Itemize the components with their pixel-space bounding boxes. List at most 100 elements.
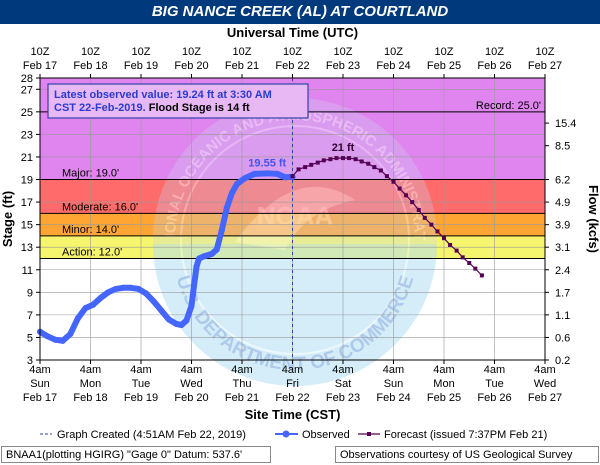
- forecast-point: [321, 158, 326, 163]
- observed-point: [183, 317, 190, 324]
- forecast-point: [404, 193, 409, 198]
- top-tick-label-date: Feb 22: [275, 60, 309, 72]
- bottom-tick-label-day: Fri: [286, 378, 299, 390]
- top-tick-label-time: 10Z: [435, 46, 454, 58]
- bottom-tick-label-date: Feb 20: [174, 392, 208, 404]
- observed-point: [201, 253, 208, 260]
- bottom-tick-label-time: 4am: [534, 364, 555, 376]
- left-tick-label: 3: [27, 355, 33, 367]
- watermark-bird-shape: [235, 186, 355, 250]
- left-tick-label: 25: [21, 107, 33, 119]
- observed-point: [228, 190, 235, 197]
- chart-title: BIG NANCE CREEK (AL) AT COURTLAND: [0, 0, 600, 24]
- observed-point: [188, 302, 195, 309]
- bottom-tick-label-time: 4am: [29, 364, 50, 376]
- right-tick-label: 3.9: [555, 220, 570, 232]
- observed-point: [165, 316, 172, 323]
- top-tick-label-date: Feb 27: [528, 60, 562, 72]
- forecast-point: [454, 248, 459, 253]
- left-tick-label: 21: [21, 152, 33, 164]
- bottom-tick-label-time: 4am: [332, 364, 353, 376]
- bottom-tick-label-date: Feb 21: [225, 392, 259, 404]
- observed-point: [193, 263, 200, 270]
- watermark-logo-text: NOAA: [257, 201, 334, 231]
- right-tick-label: 2.4: [555, 265, 570, 277]
- bottom-tick-label-time: 4am: [282, 364, 303, 376]
- right-tick-label: 0.2: [555, 355, 570, 367]
- bottom-tick-label-day: Wed: [534, 378, 556, 390]
- bottom-tick-label-date: Feb 18: [73, 392, 107, 404]
- top-tick-label-time: 10Z: [132, 46, 151, 58]
- observed-point: [67, 331, 74, 338]
- top-tick-label-time: 10Z: [334, 46, 353, 58]
- legend-forecast-label: Forecast (issued 7:37PM Feb 21): [384, 429, 547, 441]
- right-tick-label: 15.4: [555, 118, 576, 130]
- bottom-tick-label-day: Tue: [485, 378, 504, 390]
- forecast-point: [366, 161, 371, 166]
- top-tick-label-time: 10Z: [485, 46, 504, 58]
- forecast-point: [410, 200, 415, 205]
- observed-point: [82, 305, 89, 312]
- callout-line1: Latest observed value: 19.24 ft at 3:30 …: [54, 89, 272, 101]
- top-tick-label-date: Feb 21: [225, 60, 259, 72]
- left-tick-label: 27: [21, 84, 33, 96]
- observed-point: [59, 337, 66, 344]
- top-tick-label-time: 10Z: [182, 46, 201, 58]
- threshold-label: Action: 12.0': [62, 246, 122, 258]
- left-tick-label: 17: [21, 197, 33, 209]
- top-tick-label-date: Feb 24: [376, 60, 410, 72]
- bottom-tick-label-time: 4am: [181, 364, 202, 376]
- observed-point: [281, 174, 288, 181]
- observed-point: [274, 170, 281, 177]
- bottom-tick-label-date: Feb 25: [427, 392, 461, 404]
- observed-point: [52, 336, 59, 343]
- right-tick-label: 1.1: [555, 310, 570, 322]
- threshold-label: Record: 25.0': [476, 100, 541, 112]
- threshold-label: Moderate: 16.0': [62, 201, 138, 213]
- forecast-point: [416, 207, 421, 212]
- latest-value-callout: Latest observed value: 19.24 ft at 3:30 …: [47, 83, 309, 119]
- bottom-tick-label-day: Thu: [233, 378, 252, 390]
- left-tick-label: 13: [21, 242, 33, 254]
- bottom-tick-label-date: Feb 27: [528, 392, 562, 404]
- bottom-tick-label-time: 4am: [80, 364, 101, 376]
- observed-point: [196, 255, 203, 262]
- callout-line2: CST 22-Feb-2019. Flood Stage is 14 ft: [54, 102, 250, 114]
- bottom-tick-label-date: Feb 19: [124, 392, 158, 404]
- bottom-tick-label-time: 4am: [433, 364, 454, 376]
- forecast-point: [448, 242, 453, 247]
- top-tick-label-date: Feb 18: [73, 60, 107, 72]
- forecast-point: [384, 174, 389, 179]
- bottom-tick-label-day: Tue: [132, 378, 151, 390]
- bottom-tick-label-date: Feb 24: [376, 392, 410, 404]
- legend-observed-dot: [282, 430, 290, 438]
- observed-point: [143, 290, 150, 297]
- bottom-tick-label-time: 4am: [383, 364, 404, 376]
- top-tick-label-time: 10Z: [384, 46, 403, 58]
- forecast-point: [353, 157, 358, 162]
- callout-line2-date: CST 22-Feb-2019.: [54, 102, 149, 114]
- top-tick-label-time: 10Z: [283, 46, 302, 58]
- left-tick-label: 5: [27, 332, 33, 344]
- data-label: 21 ft: [332, 142, 355, 154]
- observed-point: [74, 315, 81, 322]
- forecast-point: [479, 273, 484, 278]
- observed-point: [127, 284, 134, 291]
- top-tick-label-time: 10Z: [536, 46, 555, 58]
- observed-point: [173, 320, 180, 327]
- top-axis-title: Universal Time (UTC): [227, 25, 358, 40]
- top-tick-label-date: Feb 17: [23, 60, 57, 72]
- bottom-tick-label-time: 4am: [231, 364, 252, 376]
- forecast-point: [303, 165, 308, 170]
- bottom-tick-label-day: Wed: [180, 378, 202, 390]
- observed-point: [241, 175, 248, 182]
- top-tick-label-date: Feb 26: [477, 60, 511, 72]
- observed-point: [233, 181, 240, 188]
- bottom-tick-label-time: 4am: [484, 364, 505, 376]
- forecast-point: [296, 167, 301, 172]
- threshold-label: Major: 19.0': [62, 168, 119, 180]
- right-tick-label: 1.7: [555, 287, 570, 299]
- left-tick-label: 23: [21, 129, 33, 141]
